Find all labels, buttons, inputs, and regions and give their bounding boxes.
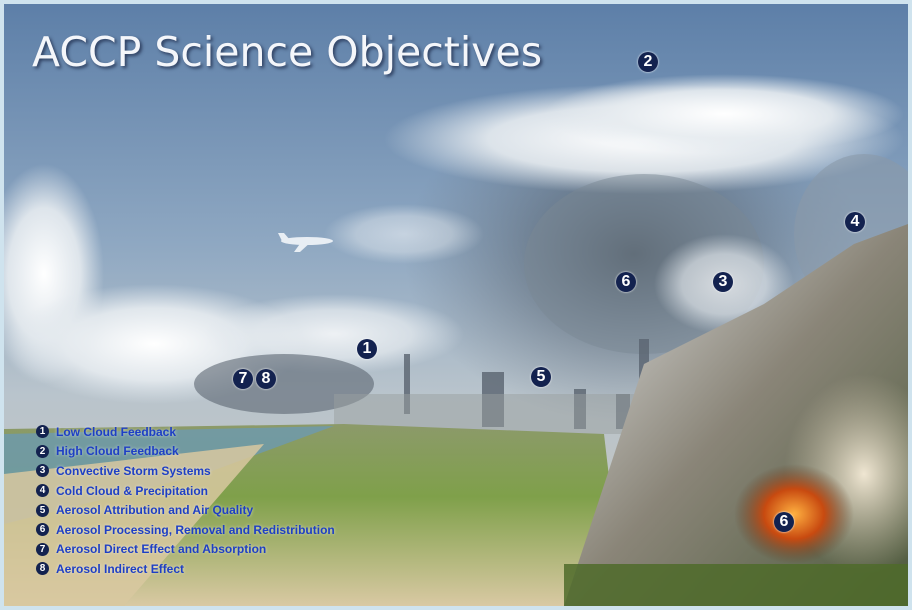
legend-text: Convective Storm Systems — [56, 464, 211, 478]
legend-number: 5 — [36, 504, 49, 517]
objective-marker: 4 — [845, 212, 865, 232]
legend-text: Cold Cloud & Precipitation — [56, 484, 208, 498]
objective-marker: 6 — [616, 272, 636, 292]
objective-marker: 5 — [531, 367, 551, 387]
legend-number: 3 — [36, 464, 49, 477]
legend-number: 1 — [36, 425, 49, 438]
legend-item: 1 Low Cloud Feedback — [36, 422, 335, 442]
legend-item: 4 Cold Cloud & Precipitation — [36, 481, 335, 501]
legend-item: 5 Aerosol Attribution and Air Quality — [36, 500, 335, 520]
objective-marker: 8 — [256, 369, 276, 389]
legend: 1 Low Cloud Feedback 2 High Cloud Feedback 3… — [36, 422, 335, 579]
objective-marker: 7 — [233, 369, 253, 389]
objective-marker: 2 — [638, 52, 658, 72]
legend-text: Aerosol Processing, Removal and Redistri… — [56, 523, 335, 537]
legend-text: Aerosol Attribution and Air Quality — [56, 503, 253, 517]
legend-item: 2 High Cloud Feedback — [36, 442, 335, 462]
slide-title: ACCP Science Objectives — [32, 28, 542, 76]
objective-marker: 3 — [713, 272, 733, 292]
legend-text: Aerosol Indirect Effect — [56, 562, 184, 576]
legend-number: 6 — [36, 523, 49, 536]
legend-item: 3 Convective Storm Systems — [36, 461, 335, 481]
legend-item: 6 Aerosol Processing, Removal and Redistr… — [36, 520, 335, 540]
legend-text: Aerosol Direct Effect and Absorption — [56, 542, 266, 556]
legend-number: 7 — [36, 543, 49, 556]
legend-text: High Cloud Feedback — [56, 444, 179, 458]
legend-number: 4 — [36, 484, 49, 497]
legend-text: Low Cloud Feedback — [56, 425, 176, 439]
legend-number: 8 — [36, 562, 49, 575]
slide: ACCP Science Objectives 2 4 6 3 1 5 7 8 … — [0, 0, 912, 610]
objective-marker: 1 — [357, 339, 377, 359]
objective-marker: 6 — [774, 512, 794, 532]
legend-number: 2 — [36, 445, 49, 458]
legend-item: 7 Aerosol Direct Effect and Absorption — [36, 540, 335, 560]
legend-item: 8 Aerosol Indirect Effect — [36, 559, 335, 579]
